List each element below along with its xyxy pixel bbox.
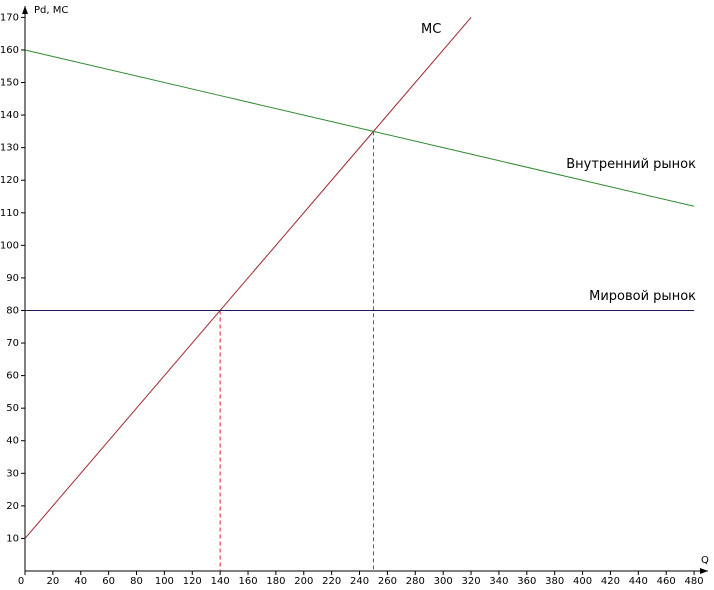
x-tick-label: 200 bbox=[294, 576, 313, 587]
x-tick-label: 220 bbox=[322, 576, 341, 587]
y-axis-arrow bbox=[22, 6, 28, 14]
series-line bbox=[24, 49, 695, 207]
x-tick-label: 280 bbox=[406, 576, 425, 587]
x-tick-label: 360 bbox=[517, 576, 536, 587]
y-tick-label: 120 bbox=[0, 175, 19, 186]
x-tick-label: 100 bbox=[155, 576, 174, 587]
x-tick-label: 300 bbox=[434, 576, 453, 587]
x-tick-label: 320 bbox=[461, 576, 480, 587]
y-tick-label: 160 bbox=[0, 45, 19, 56]
x-tick-label: 180 bbox=[266, 576, 285, 587]
x-axis-label: Q bbox=[701, 555, 709, 566]
y-tick-label: 20 bbox=[6, 501, 19, 512]
x-axis-arrow bbox=[700, 568, 708, 574]
x-tick-label: 480 bbox=[685, 576, 704, 587]
y-tick-label: 70 bbox=[6, 338, 19, 349]
x-tick-label: 20 bbox=[47, 576, 60, 587]
series-label: MC bbox=[421, 22, 441, 37]
y-tick-label: 170 bbox=[0, 12, 19, 23]
y-tick-label: 100 bbox=[0, 240, 19, 251]
series-label: Мировой рынок bbox=[589, 289, 696, 304]
x-tick-label: 140 bbox=[211, 576, 230, 587]
x-tick-label: 420 bbox=[601, 576, 620, 587]
x-tick-label: 260 bbox=[378, 576, 397, 587]
x-tick-label: 120 bbox=[183, 576, 202, 587]
y-tick-label: 140 bbox=[0, 110, 19, 121]
y-tick-label: 10 bbox=[6, 533, 19, 544]
x-tick-label: 80 bbox=[130, 576, 143, 587]
y-tick-label: 110 bbox=[0, 208, 19, 219]
y-tick-label: 90 bbox=[6, 273, 19, 284]
x-tick-label: 380 bbox=[545, 576, 564, 587]
x-tick-label: 0 bbox=[18, 576, 24, 587]
x-tick-label: 60 bbox=[102, 576, 115, 587]
x-tick-label: 460 bbox=[657, 576, 676, 587]
y-axis-label: Pd, MC bbox=[34, 5, 68, 16]
series-label: Внутренний рынок bbox=[566, 157, 696, 172]
y-tick-label: 60 bbox=[6, 371, 19, 382]
y-tick-label: 40 bbox=[6, 436, 19, 447]
x-tick-label: 40 bbox=[74, 576, 87, 587]
y-tick-label: 50 bbox=[6, 403, 19, 414]
series-line bbox=[24, 17, 472, 539]
y-tick-label: 150 bbox=[0, 78, 19, 89]
y-tick-label: 80 bbox=[6, 305, 19, 316]
x-tick-label: 240 bbox=[350, 576, 369, 587]
x-tick-label: 400 bbox=[573, 576, 592, 587]
x-tick-label: 160 bbox=[238, 576, 257, 587]
y-tick-label: 30 bbox=[6, 468, 19, 479]
x-tick-label: 340 bbox=[489, 576, 508, 587]
x-tick-label: 440 bbox=[629, 576, 648, 587]
y-tick-label: 130 bbox=[0, 143, 19, 154]
